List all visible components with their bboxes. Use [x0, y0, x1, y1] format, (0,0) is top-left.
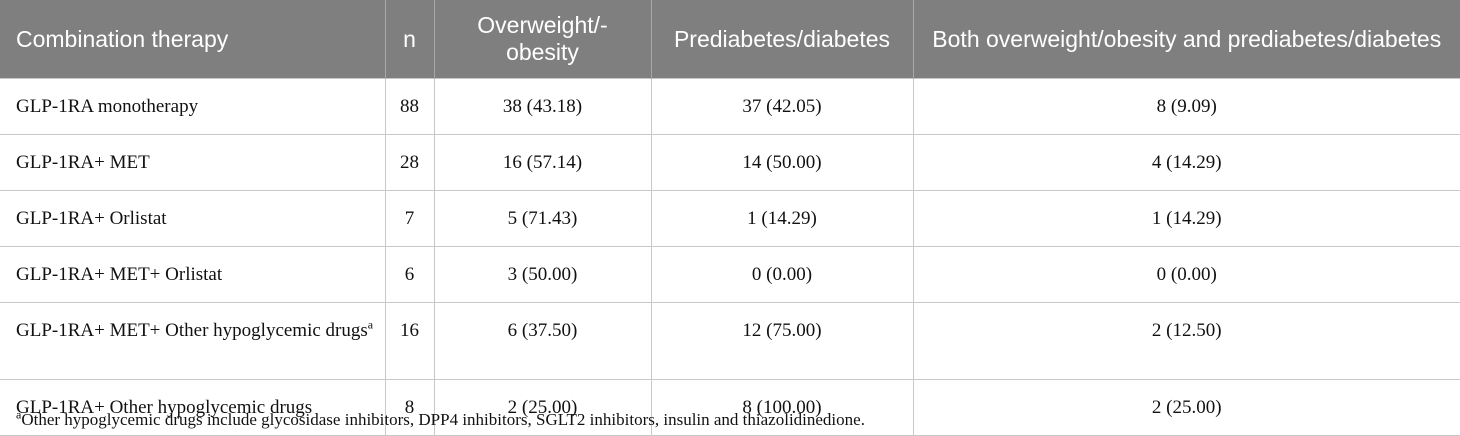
header-both: Both overweight/obesity and prediabetes/… — [913, 0, 1460, 79]
cell-overweight: 2 (25.00) — [434, 379, 652, 436]
cell-prediabetes: 37 (42.05) — [651, 78, 914, 135]
cell-both: 1 (14.29) — [913, 190, 1460, 247]
header-overweight-obesity: Overweight/­obesity — [434, 0, 652, 79]
table-body: GLP-1RA monotherapy 88 38 (43.18) 37 (42… — [0, 78, 1460, 436]
table-header: Combination therapy n Overweight/­obesit… — [0, 0, 1460, 79]
table-row: GLP-1RA monotherapy 88 38 (43.18) 37 (42… — [0, 78, 1460, 135]
footnote-marker: a — [367, 317, 374, 332]
cell-both: 4 (14.29) — [913, 134, 1460, 191]
cell-prediabetes: 14 (50.00) — [651, 134, 914, 191]
cell-therapy: GLP-1RA+ MET+ Orlistat — [0, 246, 386, 303]
cell-overweight: 6 (37.50) — [434, 302, 652, 380]
table-footnote: aOther hypoglycemic drugs include glycos… — [16, 407, 865, 430]
table-row: GLP-1RA+ MET 28 16 (57.14) 14 (50.00) 4 … — [0, 134, 1460, 191]
footnote-marker: a — [16, 407, 22, 422]
cell-n: 8 — [385, 379, 435, 436]
header-n: n — [385, 0, 435, 79]
cell-n: 7 — [385, 190, 435, 247]
cell-therapy-text: GLP-1RA+ MET+ Other hypoglycemic drugs — [16, 320, 368, 341]
cell-therapy: GLP-1RA+ MET — [0, 134, 386, 191]
footnote-text: Other hypoglycemic drugs include glycosi… — [21, 410, 865, 429]
cell-therapy: GLP-1RA+ MET+ Other hypoglycemic drugsa — [0, 302, 386, 380]
cell-overweight: 5 (71.43) — [434, 190, 652, 247]
table-row: GLP-1RA+ Other hypoglycemic drugs 8 2 (2… — [0, 379, 1460, 436]
cell-both: 2 (12.50) — [913, 302, 1460, 380]
cell-overweight: 16 (57.14) — [434, 134, 652, 191]
cell-both: 2 (25.00) — [913, 379, 1460, 436]
cell-overweight: 3 (50.00) — [434, 246, 652, 303]
table-row: GLP-1RA+ MET+ Orlistat 6 3 (50.00) 0 (0.… — [0, 246, 1460, 303]
header-prediabetes-diabetes: Prediabetes/diabe­tes — [651, 0, 914, 79]
cell-therapy: GLP-1RA+ Other hypoglycemic drugs — [0, 379, 386, 436]
cell-therapy: GLP-1RA+ Orlistat — [0, 190, 386, 247]
cell-prediabetes: 1 (14.29) — [651, 190, 914, 247]
cell-prediabetes: 0 (0.00) — [651, 246, 914, 303]
cell-both: 0 (0.00) — [913, 246, 1460, 303]
cell-overweight: 38 (43.18) — [434, 78, 652, 135]
cell-n: 88 — [385, 78, 435, 135]
header-combination-therapy: Combination therapy — [0, 0, 386, 79]
table-row: GLP-1RA+ MET+ Other hypoglycemic drugsa … — [0, 302, 1460, 380]
cell-n: 16 — [385, 302, 435, 380]
table-row: GLP-1RA+ Orlistat 7 5 (71.43) 1 (14.29) … — [0, 190, 1460, 247]
cell-n: 28 — [385, 134, 435, 191]
cell-prediabetes: 12 (75.00) — [651, 302, 914, 380]
cell-n: 6 — [385, 246, 435, 303]
cell-therapy: GLP-1RA monotherapy — [0, 78, 386, 135]
cell-both: 8 (9.09) — [913, 78, 1460, 135]
